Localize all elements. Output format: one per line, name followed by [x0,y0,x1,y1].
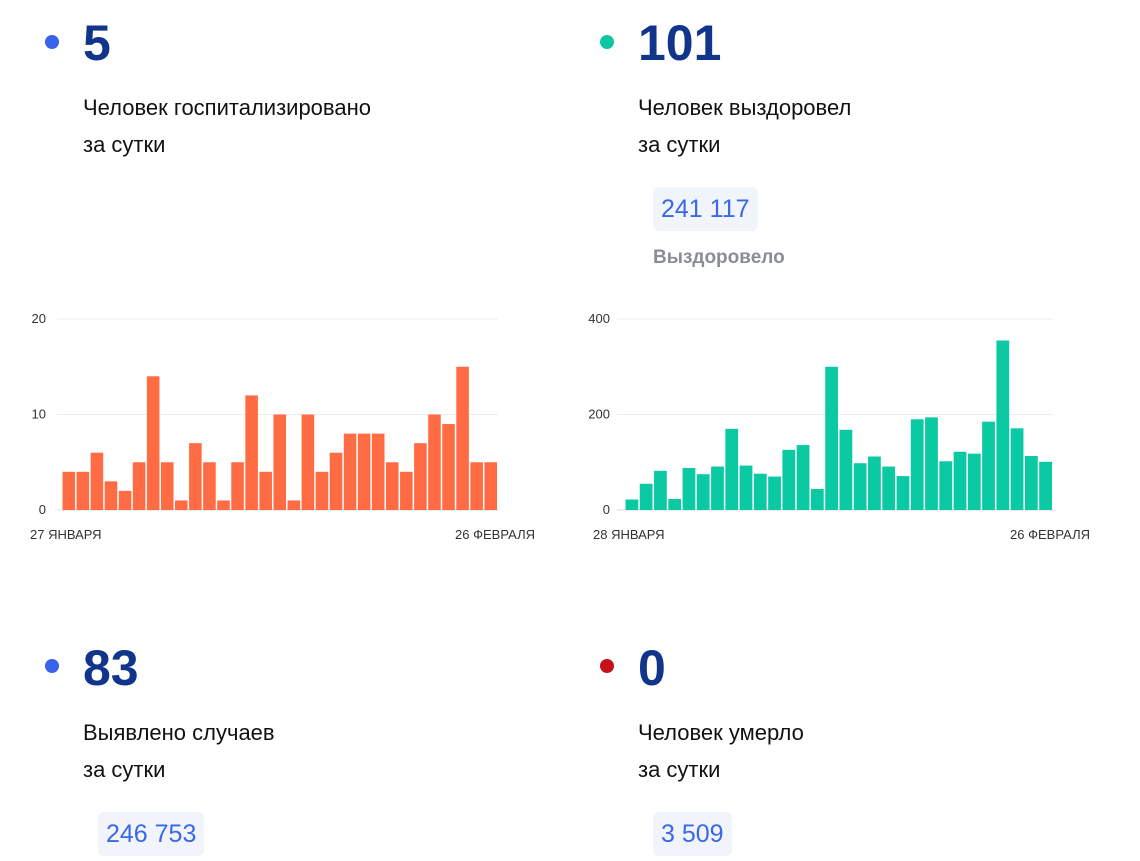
cases-desc-line1: Выявлено случаев [83,720,275,745]
chart-bar [1010,428,1024,510]
chart-bar [245,395,258,510]
chart-bar [371,433,385,510]
cases-dot-icon [45,659,59,673]
chart-bar [853,463,867,510]
chart-bar [996,340,1010,510]
chart-bar [825,366,838,510]
hospitalized-dot-icon [45,35,59,49]
recovered-value: 101 [638,15,722,71]
chart-bar [953,451,967,510]
chart-bar [696,474,710,510]
chart-bar [868,456,881,510]
chart-bar [400,471,413,510]
chart-bar [62,471,76,510]
chart-bar [1039,461,1052,510]
chart-bar [132,462,146,510]
chart-bar [343,433,357,510]
deaths-dot-icon [600,659,614,673]
chart-bar [753,473,767,510]
deaths-total-badge: 3 509 [653,812,732,856]
chart-bar [357,433,371,510]
chart-bar [104,481,118,510]
chart-bar [810,488,824,510]
x-end-label: 26 ФЕВРАЛЯ [455,527,535,542]
recovered-bar-chart: 0 200 400 28 ЯНВАРЯ 26 ФЕВРАЛЯ [588,311,1090,542]
chart-bar [782,449,796,510]
chart-bar [739,465,753,510]
chart-bar [118,490,132,510]
chart-bar [231,462,244,510]
chart-bar [442,424,455,510]
chart-bar [654,470,667,510]
chart-bar [301,414,315,510]
deaths-value: 0 [638,640,666,696]
x-start-label: 27 ЯНВАРЯ [30,527,102,542]
hospitalized-desc-line1: Человек госпитализировано [83,95,371,120]
chart-bar [796,445,810,510]
chart-bar [882,466,896,510]
y-tick-label: 0 [39,502,46,517]
chart-bar [146,376,160,510]
chart-bar [414,443,427,510]
chart-bar [76,471,90,510]
chart-bar [456,366,469,510]
recovered-total-badge: 241 117 [653,187,758,231]
x-end-label: 26 ФЕВРАЛЯ [1010,527,1090,542]
y-tick-label: 400 [588,311,610,326]
chart-bar [896,476,910,510]
chart-bar [315,471,329,510]
recovered-desc-line1: Человек выздоровел [638,95,852,120]
recovered-desc-line2: за сутки [638,132,721,157]
chart-bar [939,461,953,510]
chart-bar [428,414,441,510]
chart-bar [287,500,301,510]
chart-bar [768,476,781,510]
chart-bar [639,483,653,510]
chart-bar [175,500,188,510]
recovered-dot-icon [600,35,614,49]
chart-bar [668,499,682,510]
chart-bar [982,421,995,510]
chart-bar [910,419,924,510]
hospitalized-value: 5 [83,15,111,71]
chart-bar [470,462,483,510]
y-tick-label: 200 [588,407,610,422]
x-start-label: 28 ЯНВАРЯ [593,527,665,542]
chart-bar [203,462,216,510]
chart-bar [725,428,739,510]
chart-bar [711,466,724,510]
chart-bar [839,429,853,510]
y-tick-label: 0 [603,502,610,517]
chart-bar [967,453,981,510]
chart-bar [217,500,230,510]
chart-bar [189,443,202,510]
chart-bar [625,499,639,510]
chart-bar [682,467,696,510]
chart-bar [259,471,272,510]
deaths-desc-line2: за сутки [638,757,721,782]
cases-value: 83 [83,640,139,696]
chart-bar [925,417,938,510]
chart-bar [329,452,343,510]
cases-desc-line2: за сутки [83,757,166,782]
y-tick-label: 10 [32,407,46,422]
hospitalized-desc-line2: за сутки [83,132,166,157]
hospitalized-bar-chart: 0 10 20 27 ЯНВАРЯ 26 ФЕВРАЛЯ [30,311,535,542]
cases-total-badge: 246 753 [98,812,205,856]
chart-bar [273,414,287,510]
chart-bar [484,462,497,510]
y-tick-label: 20 [32,311,46,326]
chart-bar [90,452,104,510]
chart-bar [1024,456,1038,510]
chart-bar [160,462,174,510]
deaths-desc-line1: Человек умерло [638,720,804,745]
recovered-total-label: Выздоровело [653,247,785,268]
chart-bar [385,462,399,510]
